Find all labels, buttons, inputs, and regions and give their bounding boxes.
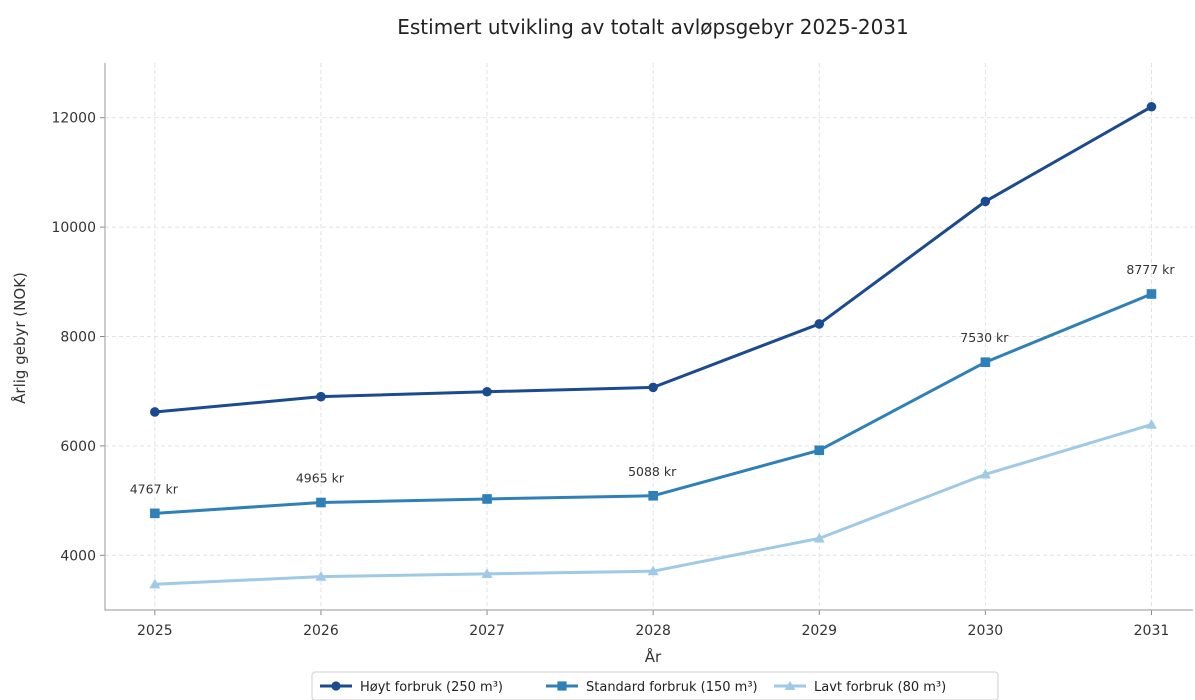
y-axis-label: Årlig gebyr (NOK) xyxy=(10,272,29,404)
data-point xyxy=(648,383,658,393)
data-point xyxy=(316,392,326,402)
data-point xyxy=(981,357,991,367)
data-label: 7530 kr xyxy=(960,330,1009,345)
annotation-layer: 4767 kr 4965 kr 5088 kr 7530 kr 8777 kr xyxy=(130,262,1176,496)
legend-marker xyxy=(331,681,340,690)
data-label: 5088 kr xyxy=(628,464,677,479)
x-tick-label: 2029 xyxy=(801,623,837,639)
x-tick-label: 2025 xyxy=(137,623,173,639)
axes: 2025 2026 2027 2028 2029 2030 2031 4000 6000 8000… xyxy=(51,63,1193,639)
data-point xyxy=(814,445,824,455)
y-tick-label: 12000 xyxy=(51,111,96,127)
y-tick-label: 10000 xyxy=(51,220,96,236)
chart-title: Estimert utvikling av totalt avløpsgebyr… xyxy=(397,15,909,39)
data-point xyxy=(482,387,492,397)
x-tick-label: 2031 xyxy=(1134,623,1170,639)
data-point xyxy=(150,407,160,417)
data-point xyxy=(1147,102,1157,112)
x-tick-label: 2028 xyxy=(635,623,671,639)
data-point xyxy=(981,197,991,207)
data-point xyxy=(316,498,326,508)
legend-marker xyxy=(557,681,566,690)
grid xyxy=(105,63,1193,610)
data-point xyxy=(482,494,492,504)
data-point xyxy=(648,491,658,501)
x-axis-label: År xyxy=(645,647,662,666)
x-tick-label: 2030 xyxy=(968,623,1004,639)
y-tick-label: 6000 xyxy=(60,439,96,455)
x-tick-label: 2027 xyxy=(469,623,505,639)
legend-label: Høyt forbruk (250 m³) xyxy=(360,680,503,695)
x-tick-label: 2026 xyxy=(303,623,339,639)
data-point xyxy=(150,509,160,519)
data-label: 4767 kr xyxy=(130,481,179,496)
data-point xyxy=(814,319,824,329)
y-tick-label: 4000 xyxy=(60,548,96,564)
data-point xyxy=(1147,289,1157,299)
data-label: 8777 kr xyxy=(1126,262,1175,277)
legend-label: Lavt forbruk (80 m³) xyxy=(814,680,946,695)
legend-label: Standard forbruk (150 m³) xyxy=(586,680,758,695)
data-label: 4965 kr xyxy=(296,471,345,486)
legend: Høyt forbruk (250 m³) Standard forbruk (1… xyxy=(312,672,998,700)
data-point xyxy=(1146,419,1157,429)
y-tick-label: 8000 xyxy=(60,330,96,346)
